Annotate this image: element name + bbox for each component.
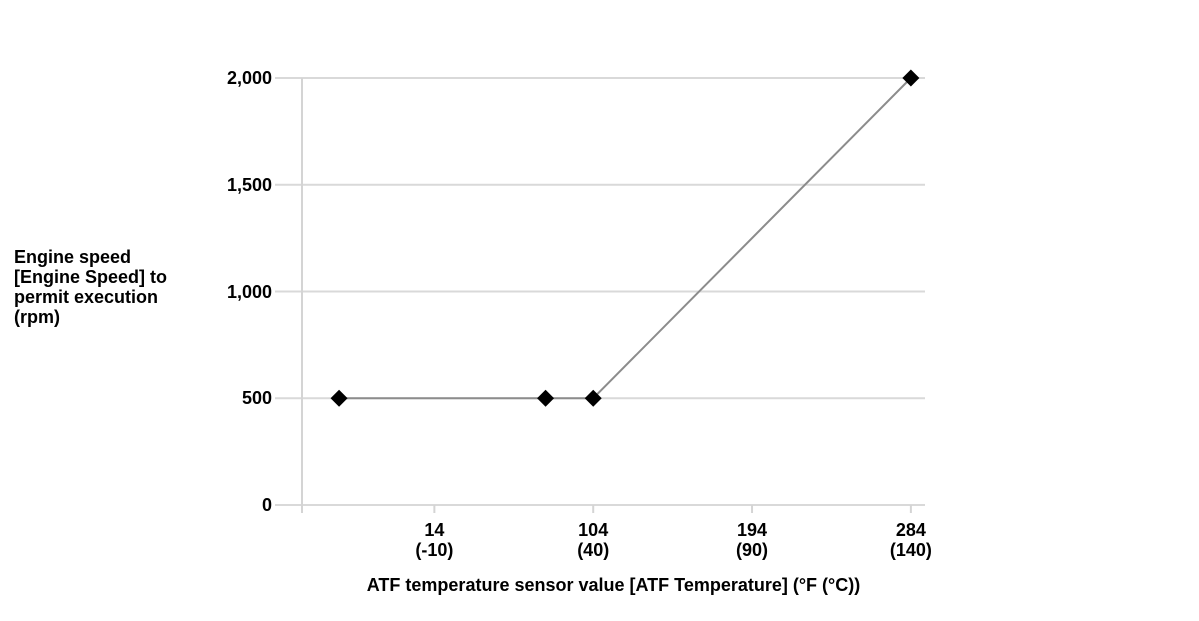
y-tick-label: 1,500 — [226, 174, 272, 195]
data-point-marker — [330, 389, 348, 407]
x-tick-label: 104 (40) — [577, 520, 610, 560]
x-tick-label: 284 (140) — [889, 520, 932, 560]
data-point-marker — [537, 389, 555, 407]
y-tick-label: 1,000 — [226, 281, 272, 302]
x-axis-title: ATF temperature sensor value [ATF Temper… — [366, 575, 861, 595]
y-tick-label: 0 — [261, 495, 272, 515]
data-point-marker — [584, 389, 602, 407]
data-line — [339, 77, 912, 400]
x-tick-label: 194 (90) — [736, 520, 769, 560]
y-tick-label: 2,000 — [226, 68, 272, 88]
y-axis-title: Engine speed [Engine Speed] to permit ex… — [14, 247, 167, 327]
x-tick-label: 14 (-10) — [415, 520, 454, 560]
data-point-marker — [902, 69, 920, 87]
y-tick-label: 500 — [241, 388, 272, 409]
